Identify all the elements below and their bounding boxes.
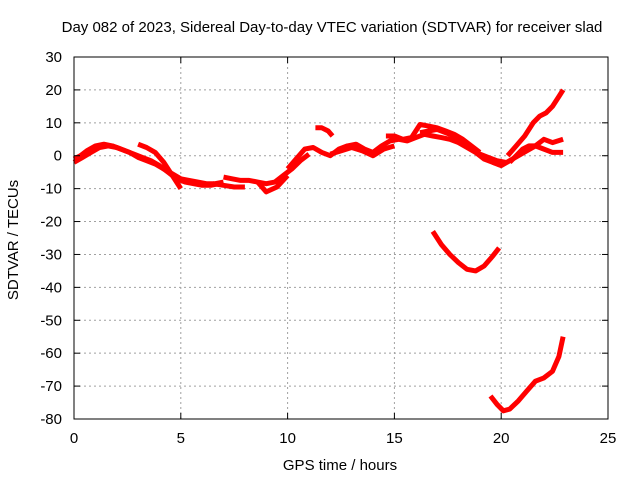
y-tick-label: -30 [40,246,62,263]
series-line-arc-8 [315,125,335,138]
x-tick-label: 15 [386,430,403,447]
x-axis-label: GPS time / hours [283,457,397,474]
y-tick-label: -20 [40,214,62,231]
series-line-arc-13 [507,143,564,165]
series-line-arc-6 [255,173,290,195]
y-tick-label: 30 [45,49,62,66]
grid-lines [74,57,608,419]
y-tick-label: -40 [40,279,62,296]
y-tick-label: 0 [54,148,62,165]
x-tick-label: 25 [600,430,617,447]
y-tick-label: -10 [40,181,62,198]
y-tick-label: -70 [40,378,62,395]
series-line-arc-5 [212,181,245,190]
y-tick-label: -60 [40,345,62,362]
plot-frame [73,56,609,420]
axis-ticks: 0 5 10 15 20 25 30 20 10 0 -10 -20 -30 -40 -50 -60 -70 -8… [40,49,616,447]
x-tick-label: 5 [177,430,185,447]
series-line-arc-15 [430,230,502,274]
series-line-arc-7 [285,131,503,171]
data-series [72,88,566,414]
series-line-arc-4 [223,152,311,187]
x-tick-label: 20 [493,430,510,447]
y-tick-label: -50 [40,312,62,329]
y-tick-label: -80 [40,411,62,428]
series-line-arc-12 [491,136,564,169]
series-line-arc-9 [329,143,396,159]
y-tick-label: 20 [45,82,62,99]
series-line-arc-2 [72,143,220,188]
series-line-arc-16 [488,336,566,414]
series-line-arc-14 [505,88,566,158]
x-tick-label: 10 [279,430,296,447]
chart-title: Day 082 of 2023, Sidereal Day-to-day VTE… [62,19,603,36]
y-tick-label: 10 [45,115,62,132]
series-line-arc-11 [419,126,506,165]
y-axis-label: SDTVAR / TECUs [5,180,22,300]
series-line-arc-3 [137,141,183,190]
x-tick-label: 0 [70,430,78,447]
